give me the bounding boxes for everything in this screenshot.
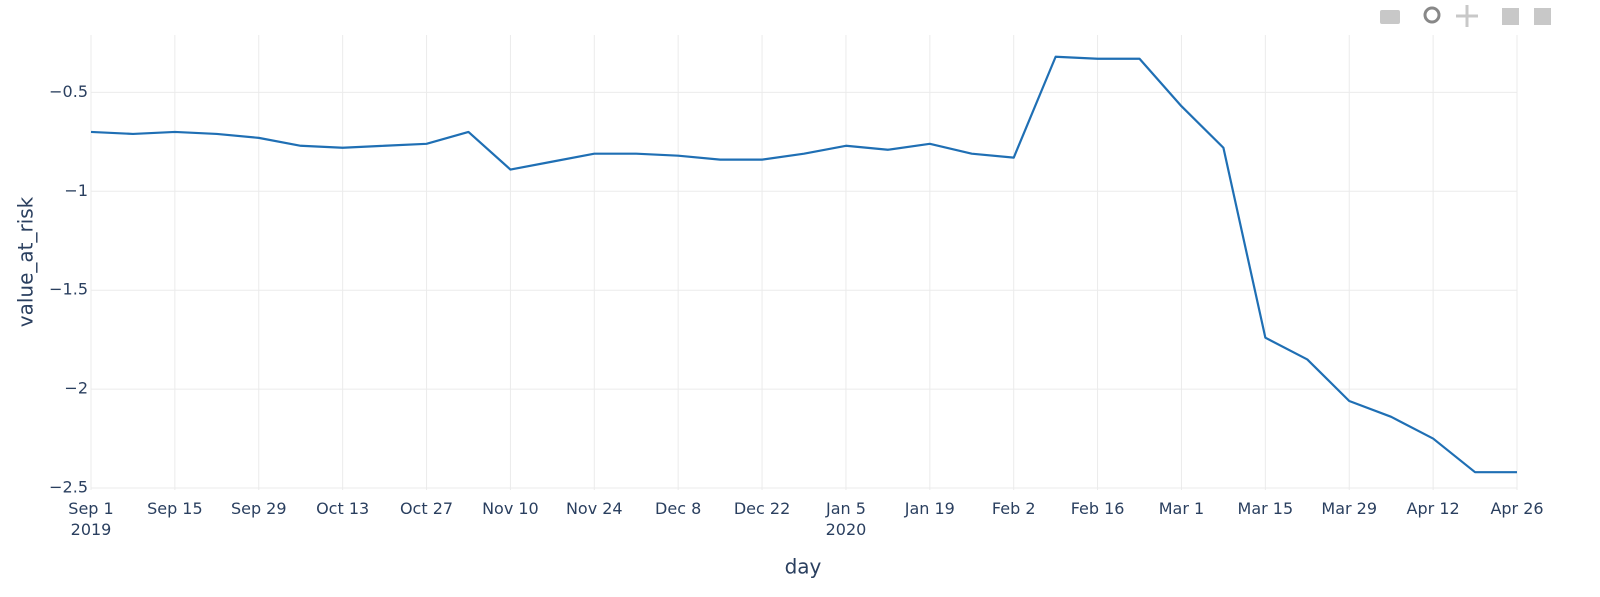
x-tick-label: Nov 10 xyxy=(482,499,539,518)
zoom-button[interactable] xyxy=(1423,6,1441,24)
x-tick-label: Dec 8 xyxy=(655,499,702,518)
camera-button[interactable] xyxy=(1380,10,1400,24)
x-tick-label: Dec 22 xyxy=(733,499,791,518)
x-tick-label: Mar 15 xyxy=(1237,499,1294,518)
x-tick-label: Feb 16 xyxy=(1070,499,1125,518)
x-axis-title: day xyxy=(785,555,822,579)
y-tick-label: −2.5 xyxy=(49,478,88,497)
y-tick-label: −2 xyxy=(64,379,88,398)
zoom-in-button[interactable] xyxy=(1502,8,1519,25)
x-tick-label: Apr 26 xyxy=(1490,499,1544,518)
pan-button[interactable] xyxy=(1456,5,1478,27)
x-tick-label: Feb 2 xyxy=(991,499,1036,518)
y-axis-title: value_at_risk xyxy=(14,196,38,327)
line xyxy=(90,55,1517,474)
modebar xyxy=(1380,5,1551,27)
x-tick-label: Sep 29 xyxy=(230,499,287,518)
x-tick-label: Jan 19 xyxy=(904,499,955,518)
x-tick-label: Apr 12 xyxy=(1406,499,1460,518)
x-tick-label: Mar 29 xyxy=(1321,499,1378,518)
x-tick-label: Oct 27 xyxy=(399,499,454,518)
y-tick-label: −1 xyxy=(64,181,88,200)
x-tick-label: Oct 13 xyxy=(316,499,370,518)
x-tick-label: Nov 24 xyxy=(565,499,623,518)
x-tick-label: Mar 1 xyxy=(1158,499,1205,518)
x-tick-label: Jan 5 2020 xyxy=(825,499,867,539)
y-tick-label: −0.5 xyxy=(49,82,88,101)
zoom-out-button[interactable] xyxy=(1534,8,1551,25)
x-tick-label: Sep 1 2019 xyxy=(68,499,114,539)
y-tick-label: −1.5 xyxy=(49,280,88,299)
x-tick-label: Sep 15 xyxy=(147,499,203,518)
